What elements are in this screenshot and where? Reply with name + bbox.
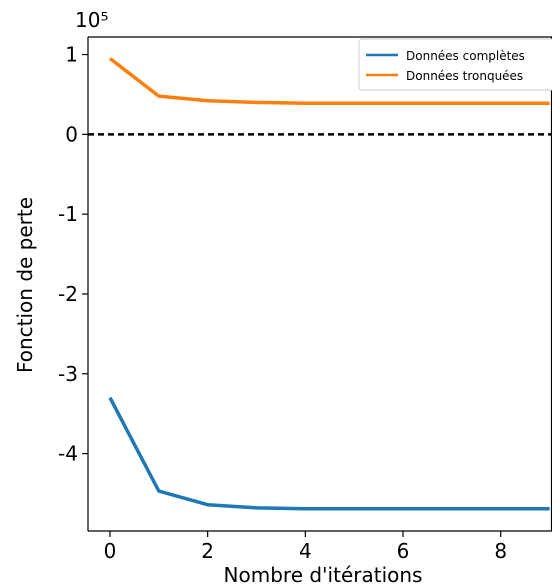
series-layer <box>108 57 550 511</box>
series-line-0 <box>108 396 550 511</box>
x-axis-title: Nombre d'itérations <box>224 563 423 586</box>
y-tick-label: -2 <box>58 282 78 306</box>
y-tick-label: 0 <box>65 122 78 146</box>
y-scale-label: 10⁵ <box>75 8 108 32</box>
y-tick-label: -4 <box>58 442 78 466</box>
y-tick-label: -3 <box>58 362 78 386</box>
x-tick-label: 0 <box>104 539 117 563</box>
legend-box <box>358 38 552 91</box>
x-tick-label: 2 <box>201 539 214 563</box>
x-tick-label: 6 <box>397 539 410 563</box>
series-line-1 <box>108 57 550 105</box>
y-tick-label: -1 <box>58 202 78 226</box>
y-ticks: 1 0 -1 -2 -3 -4 <box>58 43 88 466</box>
y-tick-label: 1 <box>65 43 78 67</box>
y-axis-title: Fonction de perte <box>13 197 37 373</box>
x-ticks: 0 2 4 6 8 <box>104 531 507 563</box>
legend: Données complètes Données tronquées <box>358 38 552 91</box>
x-tick-label: 4 <box>299 539 312 563</box>
x-tick-label: 8 <box>494 539 507 563</box>
plot-area <box>88 57 552 511</box>
legend-label-complete: Données complètes <box>406 49 525 63</box>
legend-label-truncated: Données tronquées <box>406 69 523 83</box>
